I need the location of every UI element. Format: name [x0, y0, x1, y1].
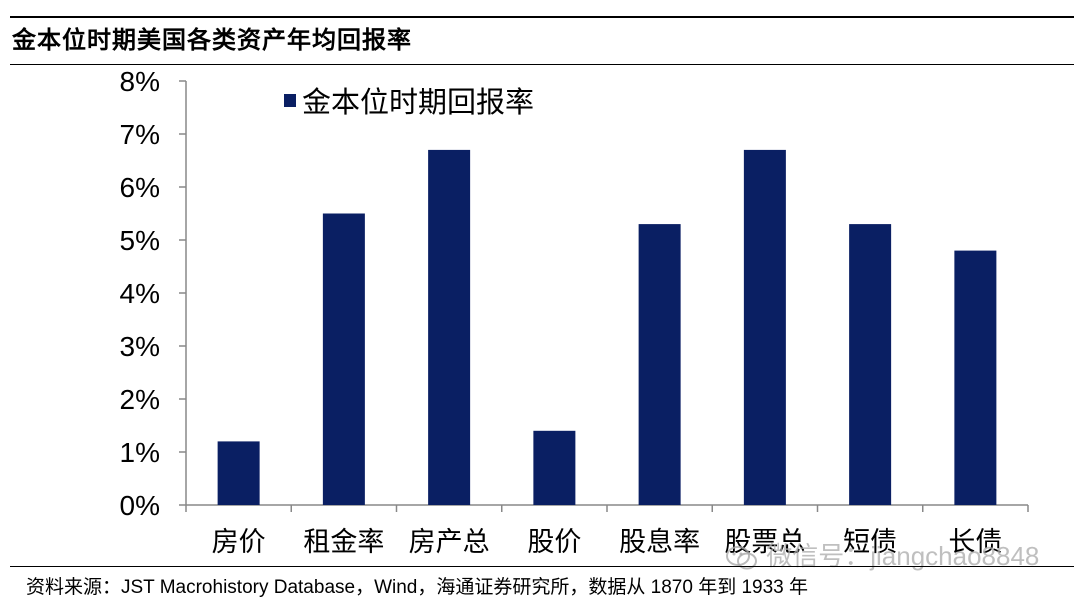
source-note: 资料来源：JST Macrohistory Database，Wind，海通证券…: [26, 577, 809, 598]
watermark: 微信号：jiangchao8848: [725, 536, 1039, 573]
x-category-label: 房价: [212, 527, 266, 558]
y-tick-label: 4%: [120, 278, 160, 309]
x-category-label: 股息率: [619, 527, 700, 558]
bar: [217, 441, 260, 505]
bar: [322, 213, 365, 505]
x-category-label: 长债: [948, 527, 1002, 558]
wechat-icon: [726, 546, 757, 570]
bar: [428, 149, 471, 505]
top-rule: [10, 16, 1074, 18]
legend-label: 金本位时期回报率: [302, 85, 534, 119]
bar: [849, 224, 892, 505]
chart-title: 金本位时期美国各类资产年均回报率: [12, 26, 412, 54]
bar: [954, 250, 997, 505]
legend-swatch: [284, 94, 296, 107]
y-tick-label: 0%: [120, 490, 160, 521]
bar-chart: 0% 1% 2% 3% 4% 5% 6% 7% 8% 房价 租金率 房产总 股价 股息率 股票总 短债 长债 金本…: [120, 66, 1029, 558]
x-category-label: 股价: [527, 527, 581, 558]
x-category-label: 股票总: [724, 527, 805, 558]
title-rule: [10, 64, 1074, 65]
source-rule: [10, 566, 1074, 567]
y-tick-label: 7%: [120, 119, 160, 150]
y-tick-label: 6%: [120, 172, 160, 203]
y-tick-label: 2%: [120, 384, 160, 415]
bar: [533, 430, 576, 505]
y-tick-label: 3%: [120, 331, 160, 362]
x-category-label: 房产总: [409, 527, 490, 558]
x-category-label: 短债: [843, 527, 897, 558]
y-tick-label: 8%: [120, 66, 160, 97]
bar: [638, 224, 681, 505]
bar: [743, 149, 786, 505]
y-tick-label: 5%: [120, 225, 160, 256]
x-category-label: 租金率: [303, 527, 384, 558]
y-tick-label: 1%: [120, 437, 160, 468]
